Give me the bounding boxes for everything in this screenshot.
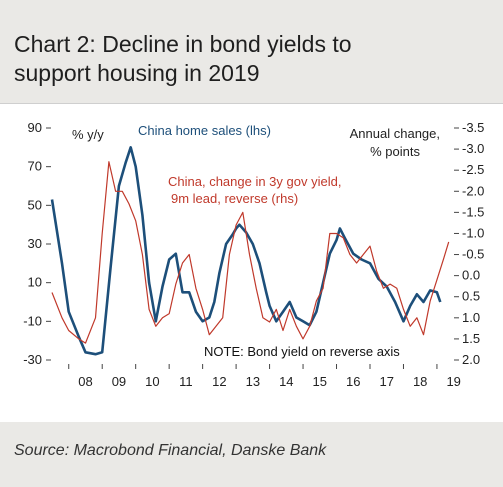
chart-title: Chart 2: Decline in bond yields to suppo… [14, 30, 494, 88]
bond-yield-line [51, 161, 450, 344]
chart-title-line1: Chart 2: Decline in bond yields to [14, 31, 352, 57]
left-tick-label: 50 [28, 197, 42, 212]
chart-note: NOTE: Bond yield on reverse axis [204, 344, 400, 359]
bond-yield-legend-line2: 9m lead, reverse (rhs) [171, 191, 298, 206]
right-tick-label: -1.5 [462, 204, 484, 219]
x-tick-label: 14 [279, 374, 293, 389]
right-tick-label: -0.5 [462, 247, 484, 262]
left-tick-label: 90 [28, 120, 42, 135]
plot-area: 90 70 50 30 10 -10 -30 -3.5 -3.0 -2.5 -2.0 -1.5 -1.0… [0, 103, 503, 422]
x-tick-label: 12 [212, 374, 226, 389]
chart-svg: 90 70 50 30 10 -10 -30 -3.5 -3.0 -2.5 -2.0 -1.5 -1.0… [23, 120, 484, 389]
x-tick-label: 11 [179, 374, 193, 389]
right-tick-label: 0.5 [462, 289, 480, 304]
right-tick-label: 1.0 [462, 310, 480, 325]
x-tick-label: 16 [346, 374, 360, 389]
left-tick-label: 10 [28, 275, 42, 290]
x-tick-label: 08 [78, 374, 92, 389]
bond-yield-legend-line1: China, change in 3y gov yield, [168, 174, 341, 189]
right-tick-label: -2.5 [462, 162, 484, 177]
x-tick-label: 17 [379, 374, 393, 389]
x-tick-label: 19 [446, 374, 460, 389]
left-tick-label: 70 [28, 159, 42, 174]
right-tick-label: -2.0 [462, 183, 484, 198]
left-axis-label: % y/y [72, 127, 104, 142]
x-tick-label: 15 [313, 374, 327, 389]
x-tick-label: 09 [112, 374, 126, 389]
left-tick-label: -10 [23, 313, 42, 328]
right-axis-label-line1: Annual change, [350, 126, 440, 141]
x-tick-label: 18 [413, 374, 427, 389]
x-tick-label: 10 [145, 374, 159, 389]
right-tick-label: 0.0 [462, 268, 480, 283]
right-tick-label: -3.0 [462, 141, 484, 156]
right-tick-label: 2.0 [462, 352, 480, 367]
right-tick-label: 1.5 [462, 331, 480, 346]
right-tick-label: -3.5 [462, 120, 484, 135]
right-tick-label: -1.0 [462, 225, 484, 240]
chart-title-line2: support housing in 2019 [14, 60, 260, 86]
left-tick-label: -30 [23, 352, 42, 367]
left-tick-label: 30 [28, 236, 42, 251]
home-sales-legend: China home sales (lhs) [138, 123, 271, 138]
x-tick-label: 13 [246, 374, 260, 389]
source-note: Source: Macrobond Financial, Danske Bank [14, 442, 327, 459]
right-axis-label-line2: % points [370, 144, 420, 159]
